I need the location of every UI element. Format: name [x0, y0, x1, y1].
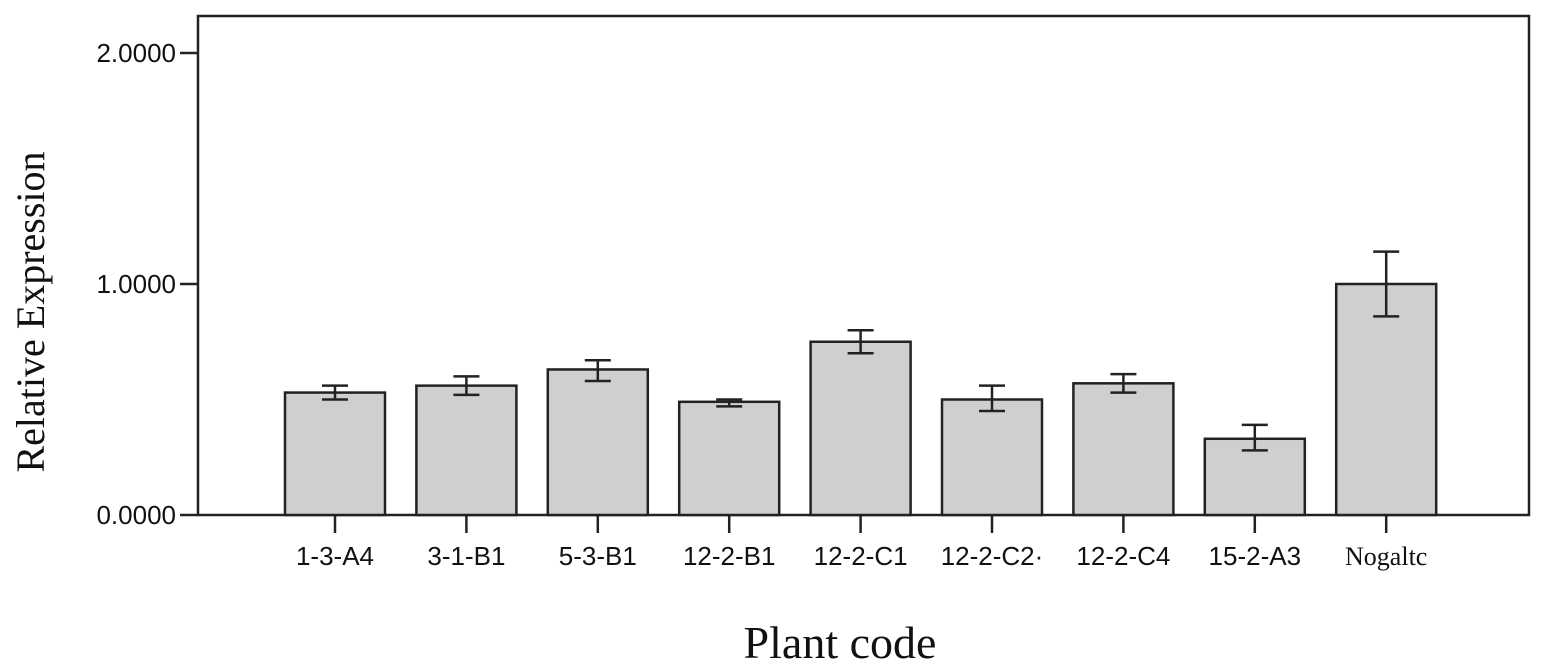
- error-bar-1-3-A4: [322, 384, 348, 401]
- x-tick-label: 12-2-C4: [1076, 541, 1170, 571]
- x-tick-label: 15-2-A3: [1209, 541, 1302, 571]
- x-tick-label: 12-2-C1: [814, 541, 908, 571]
- x-tick-label: 12-2-B1: [683, 541, 776, 571]
- error-bar-Nogaltc: [1373, 250, 1400, 318]
- y-axis-title: Relative Expression: [8, 151, 53, 472]
- error-bar-12-2-C1: [847, 328, 874, 355]
- bars-group: [283, 282, 1438, 517]
- bar-12-2-C2: [940, 398, 1044, 517]
- error-bar-15-2-A3: [1241, 423, 1268, 452]
- bar-3-1-B1: [415, 384, 518, 517]
- bar-5-3-B1: [546, 368, 650, 517]
- x-tick-label: 12-2-C2·: [941, 541, 1044, 571]
- bar-12-2-C4: [1072, 382, 1175, 517]
- x-tick-label: 1-3-A4: [296, 541, 374, 571]
- bar-12-2-B1: [677, 400, 781, 517]
- x-tick-label: Nogaltc: [1345, 542, 1427, 571]
- x-tick-label: 3-1-B1: [427, 541, 505, 571]
- x-axis-title: Plant code: [744, 617, 937, 668]
- bar-Nogaltc: [1334, 282, 1438, 517]
- error-bar-12-2-C4: [1110, 372, 1137, 394]
- x-tick-label: 5-3-B1: [559, 541, 637, 571]
- x-axis-ticks: 1-3-A4 3-1-B1 5-3-B1 12-2-B1 12-2-C1 12-2-C2·…: [296, 515, 1427, 571]
- error-bar-12-2-C2: [979, 384, 1005, 413]
- bar-1-3-A4: [283, 391, 387, 517]
- y-axis-ticks: 0.0000 1.0000 2.0000: [96, 38, 198, 530]
- y-tick-label: 1.0000: [96, 269, 176, 299]
- error-bar-3-1-B1: [453, 375, 480, 397]
- error-bar-12-2-B1: [716, 398, 743, 408]
- bar-12-2-C1: [809, 340, 912, 517]
- y-tick-label: 2.0000: [96, 38, 176, 68]
- error-bar-5-3-B1: [584, 358, 611, 383]
- y-tick-label: 0.0000: [96, 500, 176, 530]
- error-bars-group: [322, 250, 1400, 452]
